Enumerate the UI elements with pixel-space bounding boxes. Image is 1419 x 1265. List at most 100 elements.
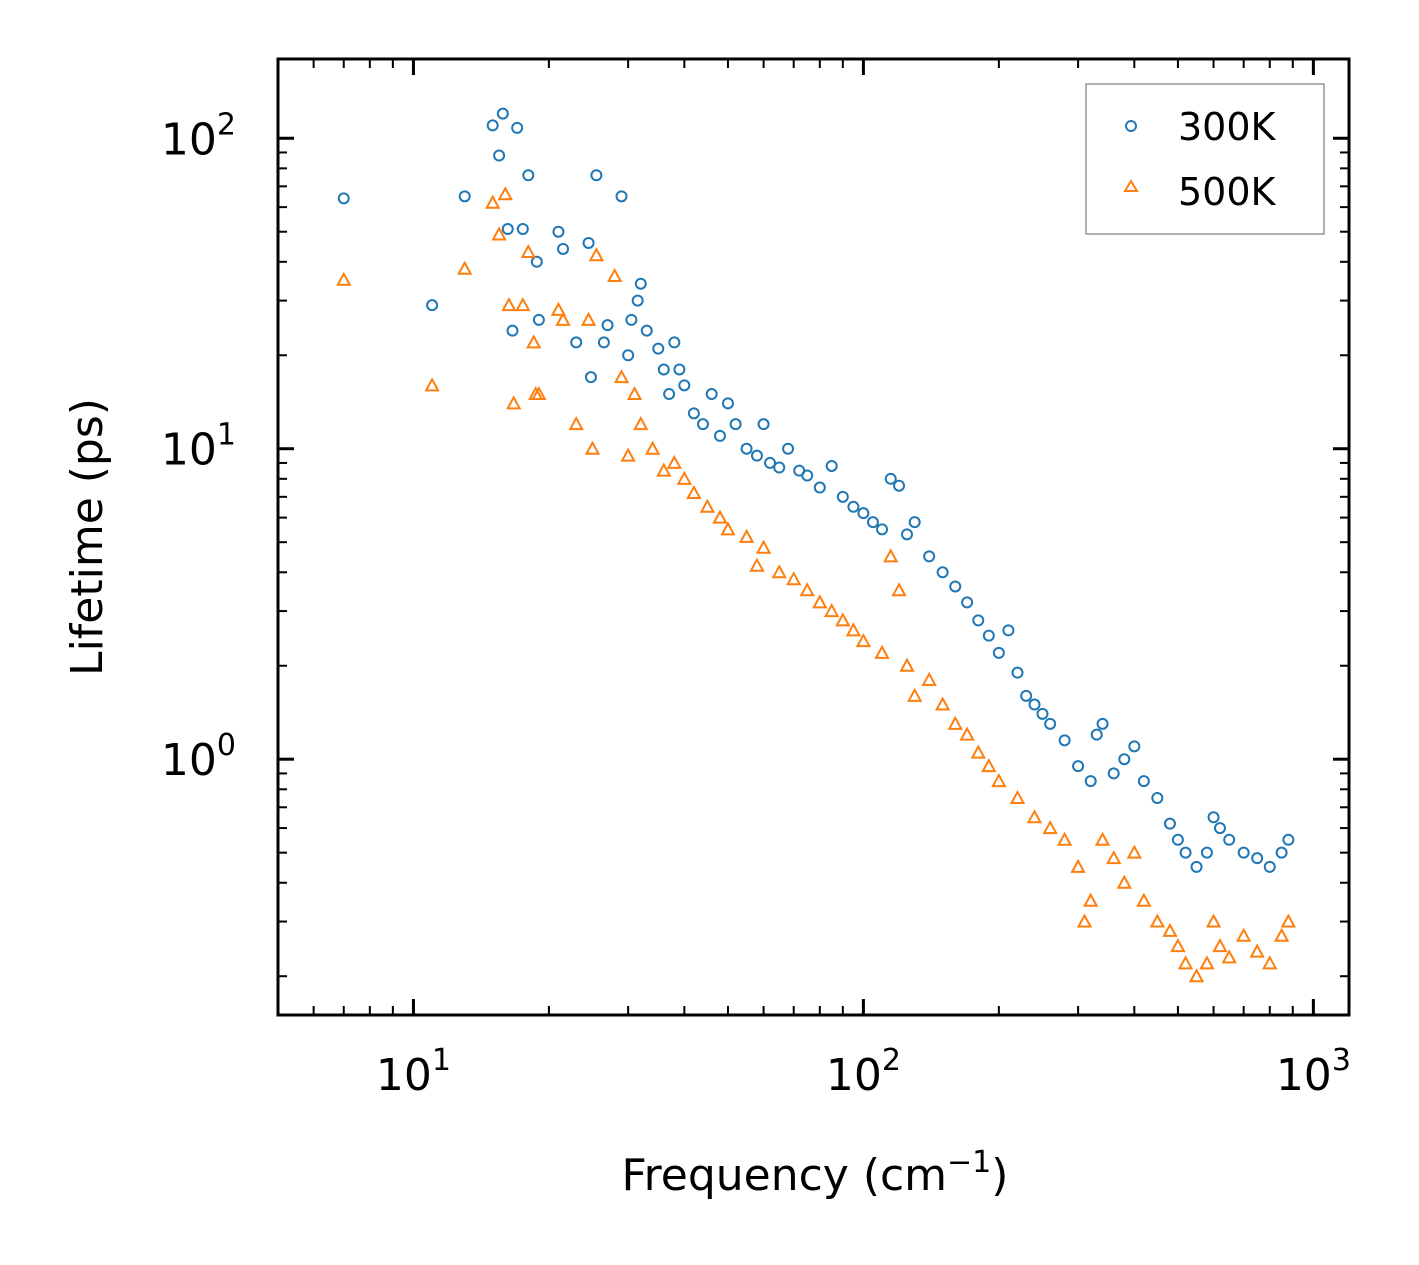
point-500k-47 xyxy=(906,687,923,702)
point-500k-61 xyxy=(1083,892,1099,907)
point-500k-26 xyxy=(666,454,683,469)
point-500k-56 xyxy=(1026,809,1043,824)
point-500k-64 xyxy=(1116,874,1132,889)
point-300k-88 xyxy=(1223,833,1236,846)
point-500k-62 xyxy=(1094,831,1111,846)
point-500k-60 xyxy=(1076,913,1093,928)
point-300k-55 xyxy=(893,479,906,492)
point-300k-16 xyxy=(582,236,595,249)
point-300k-24 xyxy=(631,294,644,307)
point-500k-44 xyxy=(883,548,899,563)
point-300k-11 xyxy=(530,255,543,268)
point-500k-63 xyxy=(1106,850,1122,865)
x-tick-label-1: 102 xyxy=(826,1043,901,1101)
point-300k-26 xyxy=(640,324,653,337)
point-300k-50 xyxy=(847,500,860,513)
point-300k-34 xyxy=(696,418,709,431)
point-500k-43 xyxy=(874,644,890,659)
point-300k-70 xyxy=(1044,717,1057,730)
legend: 300K 500K xyxy=(1085,83,1325,235)
point-500k-2 xyxy=(457,260,473,275)
point-500k-59 xyxy=(1070,858,1086,873)
point-300k-47 xyxy=(813,481,826,494)
point-300k-6 xyxy=(501,223,514,236)
point-500k-31 xyxy=(720,521,736,536)
point-300k-49 xyxy=(836,490,849,503)
point-500k-80 xyxy=(1280,913,1297,928)
point-500k-10 xyxy=(525,334,542,349)
axis-ticks xyxy=(277,59,1349,1015)
point-500k-24 xyxy=(644,440,661,455)
point-300k-19 xyxy=(597,336,610,349)
point-500k-42 xyxy=(855,633,872,648)
point-300k-40 xyxy=(750,449,763,462)
point-300k-33 xyxy=(687,407,700,420)
legend-label-300k: 300K xyxy=(1178,105,1277,149)
point-500k-15 xyxy=(568,416,584,431)
point-300k-86 xyxy=(1207,811,1220,824)
point-300k-4 xyxy=(493,149,506,162)
point-300k-62 xyxy=(972,614,985,627)
point-500k-36 xyxy=(786,571,802,586)
point-300k-79 xyxy=(1137,775,1150,788)
point-500k-45 xyxy=(891,582,907,597)
point-300k-3 xyxy=(486,119,499,132)
point-300k-28 xyxy=(657,363,670,376)
point-500k-49 xyxy=(934,696,951,711)
point-500k-6 xyxy=(501,297,517,312)
point-300k-71 xyxy=(1058,734,1071,747)
point-300k-65 xyxy=(1002,624,1015,637)
point-300k-85 xyxy=(1200,846,1213,859)
point-300k-72 xyxy=(1072,760,1085,773)
point-300k-42 xyxy=(763,456,776,469)
point-300k-78 xyxy=(1128,740,1141,753)
data-points xyxy=(336,107,1297,983)
point-300k-58 xyxy=(923,550,936,563)
point-500k-25 xyxy=(656,462,672,477)
point-500k-57 xyxy=(1042,819,1058,835)
point-300k-18 xyxy=(590,169,603,182)
point-500k-27 xyxy=(676,470,693,485)
point-300k-36 xyxy=(713,429,726,442)
point-300k-93 xyxy=(1282,833,1295,846)
point-300k-2 xyxy=(458,190,471,203)
point-300k-60 xyxy=(949,580,962,593)
point-300k-35 xyxy=(705,388,718,401)
point-500k-67 xyxy=(1149,913,1166,928)
point-300k-41 xyxy=(757,418,770,431)
point-300k-15 xyxy=(570,336,583,349)
point-500k-35 xyxy=(771,564,787,579)
point-300k-29 xyxy=(663,388,676,401)
point-300k-75 xyxy=(1096,717,1109,730)
point-300k-32 xyxy=(678,379,691,392)
point-300k-73 xyxy=(1084,775,1097,788)
point-500k-30 xyxy=(712,509,728,524)
point-500k-21 xyxy=(620,447,636,462)
point-500k-51 xyxy=(959,726,975,741)
point-300k-38 xyxy=(729,418,742,431)
point-500k-74 xyxy=(1212,938,1228,953)
point-300k-7 xyxy=(506,324,519,337)
legend-marker-300k xyxy=(1125,120,1137,132)
point-300k-81 xyxy=(1163,817,1176,830)
point-300k-68 xyxy=(1028,698,1041,711)
point-300k-91 xyxy=(1263,860,1276,873)
y-tick-label-0: 100 xyxy=(161,728,236,786)
point-500k-70 xyxy=(1177,955,1194,970)
legend-marker-500k xyxy=(1123,179,1139,192)
point-500k-9 xyxy=(520,243,536,259)
point-300k-76 xyxy=(1107,767,1120,780)
legend-label-500k: 500K xyxy=(1178,170,1277,214)
point-300k-69 xyxy=(1036,707,1049,720)
point-500k-20 xyxy=(613,369,630,384)
point-500k-4 xyxy=(491,226,507,241)
point-300k-67 xyxy=(1020,689,1033,702)
point-500k-22 xyxy=(626,385,643,401)
point-300k-63 xyxy=(982,629,995,642)
point-300k-51 xyxy=(857,507,870,520)
point-500k-75 xyxy=(1221,949,1237,964)
point-500k-16 xyxy=(580,311,597,326)
point-300k-52 xyxy=(866,516,879,529)
point-300k-53 xyxy=(876,523,889,536)
